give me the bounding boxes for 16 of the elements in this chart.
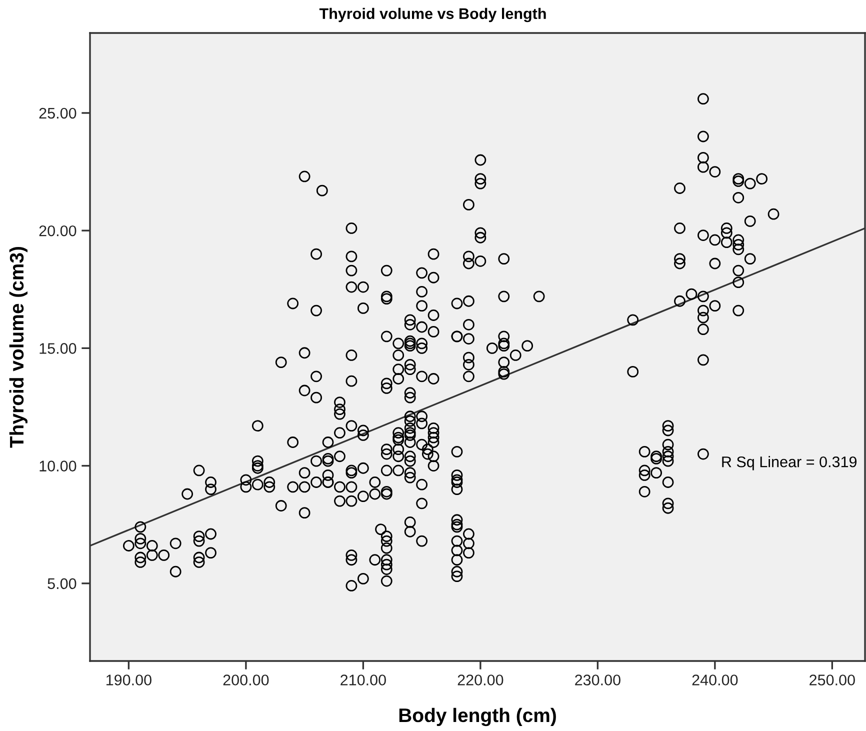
y-tick-label: 15.00 [40, 343, 76, 354]
y-tick-label: 20.00 [39, 225, 76, 236]
y-tick-label: 25.00 [39, 108, 76, 119]
y-axis-title: Thyroid volume (cm3) [9, 246, 28, 448]
x-tick-label: 230.00 [575, 674, 620, 686]
x-tick-label: 250.00 [810, 674, 855, 686]
x-axis-title: Body length (cm) [399, 708, 556, 726]
x-tick-label: 190.00 [106, 674, 152, 686]
annotation: R Sq Linear = 0.319 [722, 456, 857, 470]
x-tick-label: 220.00 [458, 674, 504, 686]
chart-title: Thyroid volume vs Body length [319, 8, 546, 22]
x-tick-label: 210.00 [340, 674, 386, 686]
x-tick-label: 240.00 [692, 674, 738, 686]
x-tick-label: 200.00 [223, 674, 269, 686]
y-tick-label: 10.00 [40, 460, 76, 472]
y-tick-label: 5.00 [48, 578, 76, 590]
